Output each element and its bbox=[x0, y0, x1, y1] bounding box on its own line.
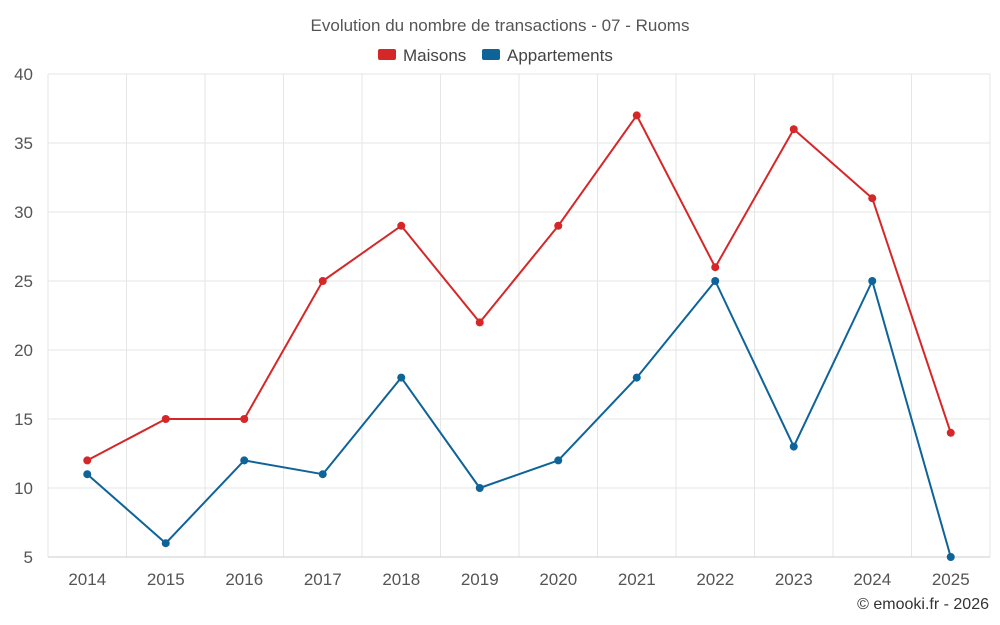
data-point-appartements[interactable] bbox=[868, 277, 877, 285]
series-line-appartements bbox=[86, 280, 952, 558]
x-tick-label: 2023 bbox=[775, 570, 813, 589]
x-tick-label: 2018 bbox=[382, 570, 420, 589]
legend-label-maisons: Maisons bbox=[403, 46, 466, 65]
x-tick-label: 2017 bbox=[304, 570, 342, 589]
x-tick-label: 2025 bbox=[932, 570, 970, 589]
y-tick-label: 40 bbox=[14, 65, 33, 84]
data-point-maisons[interactable] bbox=[946, 428, 955, 437]
y-tick-label: 20 bbox=[14, 341, 33, 360]
legend-item-maisons[interactable]: Maisons bbox=[378, 46, 466, 65]
x-axis: 2014 2015 2016 2017 2018 2019 2020 2021 2022 2023… bbox=[48, 556, 990, 589]
x-tick-label: 2020 bbox=[539, 570, 577, 589]
y-tick-label: 5 bbox=[24, 548, 33, 567]
chart-title: Evolution du nombre de transactions - 07… bbox=[311, 16, 690, 35]
legend-swatch-maisons bbox=[378, 49, 396, 60]
x-tick-label: 2016 bbox=[225, 570, 263, 589]
data-point-maisons[interactable] bbox=[789, 125, 798, 134]
data-point-maisons[interactable] bbox=[868, 194, 877, 203]
legend-item-appartements[interactable]: Appartements bbox=[482, 46, 613, 65]
data-point-appartements[interactable] bbox=[318, 470, 327, 479]
data-point-maisons[interactable] bbox=[397, 221, 406, 230]
data-point-appartements[interactable] bbox=[554, 456, 563, 465]
legend-swatch-appartements bbox=[482, 49, 500, 60]
series-appartements bbox=[83, 277, 955, 561]
data-point-appartements[interactable] bbox=[475, 484, 484, 492]
y-axis: 5 10 15 20 25 30 35 40 bbox=[14, 65, 33, 567]
grid bbox=[47, 73, 991, 558]
x-tick-label: 2015 bbox=[147, 570, 185, 589]
data-point-maisons[interactable] bbox=[475, 318, 484, 327]
x-tick-label: 2024 bbox=[853, 570, 891, 589]
data-point-maisons[interactable] bbox=[240, 415, 249, 423]
series-maisons bbox=[83, 111, 955, 465]
data-point-appartements[interactable] bbox=[789, 442, 798, 451]
data-point-appartements[interactable] bbox=[946, 553, 955, 561]
x-tick-label: 2019 bbox=[461, 570, 499, 589]
data-point-appartements[interactable] bbox=[711, 277, 720, 285]
data-point-appartements[interactable] bbox=[161, 539, 170, 548]
data-point-appartements[interactable] bbox=[397, 373, 406, 382]
x-tick-label: 2014 bbox=[68, 570, 106, 589]
data-point-maisons[interactable] bbox=[711, 263, 720, 272]
series-line-maisons bbox=[86, 114, 952, 462]
y-tick-label: 30 bbox=[14, 203, 33, 222]
credit-text: © emooki.fr - 2026 bbox=[857, 596, 989, 613]
x-tick-label: 2021 bbox=[618, 570, 656, 589]
y-tick-label: 10 bbox=[14, 479, 33, 498]
y-tick-label: 15 bbox=[14, 410, 33, 429]
data-point-appartements[interactable] bbox=[632, 373, 641, 382]
legend: Maisons Appartements bbox=[378, 46, 613, 65]
data-point-maisons[interactable] bbox=[161, 415, 170, 423]
data-point-maisons[interactable] bbox=[318, 277, 327, 285]
data-point-maisons[interactable] bbox=[632, 111, 641, 120]
x-tick-label: 2022 bbox=[696, 570, 734, 589]
y-tick-label: 35 bbox=[14, 134, 33, 153]
data-point-appartements[interactable] bbox=[83, 470, 92, 479]
series bbox=[83, 111, 955, 561]
data-point-maisons[interactable] bbox=[554, 221, 563, 230]
data-point-appartements[interactable] bbox=[240, 456, 249, 465]
legend-label-appartements: Appartements bbox=[507, 46, 613, 65]
data-point-maisons[interactable] bbox=[83, 456, 92, 465]
y-tick-label: 25 bbox=[14, 272, 33, 291]
